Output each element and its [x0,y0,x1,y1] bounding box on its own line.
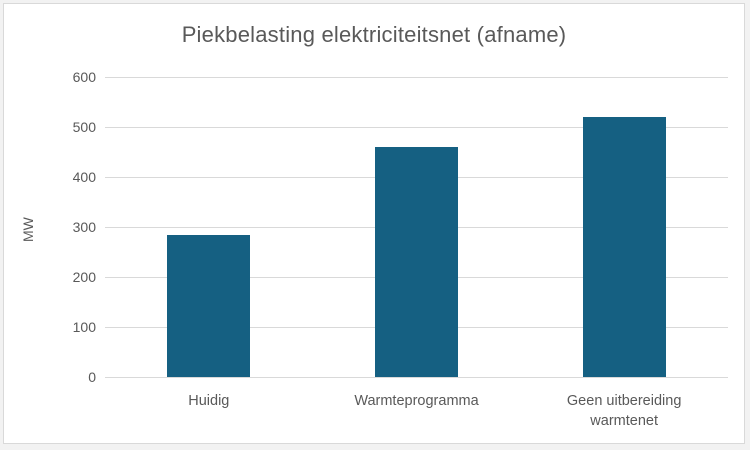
gridline-y-0 [105,376,728,378]
x-category-label-huidig: Huidig [188,393,230,409]
plot-area [105,76,728,378]
y-axis-title: MW [20,217,36,243]
y-tick-label-200: 200 [72,269,96,285]
gridline-y-600 [105,76,728,78]
y-tick-label-500: 500 [72,119,96,135]
y-tick-label-300: 300 [72,219,96,235]
chart-title: Piekbelasting elektriciteitsnet (afname) [181,22,567,47]
bar-huidig [167,234,251,377]
y-tick-label-0: 0 [88,369,96,385]
y-tick-label-600: 600 [72,69,96,85]
bar-warmteprogramma [375,147,458,377]
x-category-label-warmteprogramma: Warmteprogramma [354,393,479,409]
bar-geen-uitbereiding-warmtenet [582,117,666,377]
chart-frame: Piekbelasting elektriciteitsnet (afname)… [3,3,745,444]
gridline-y-500 [105,126,728,128]
x-category-label-geen-uitbereiding-warmtenet: Geen uitbereiding warmtenet [566,393,682,429]
y-tick-label-100: 100 [72,319,96,335]
y-tick-label-400: 400 [72,169,96,185]
